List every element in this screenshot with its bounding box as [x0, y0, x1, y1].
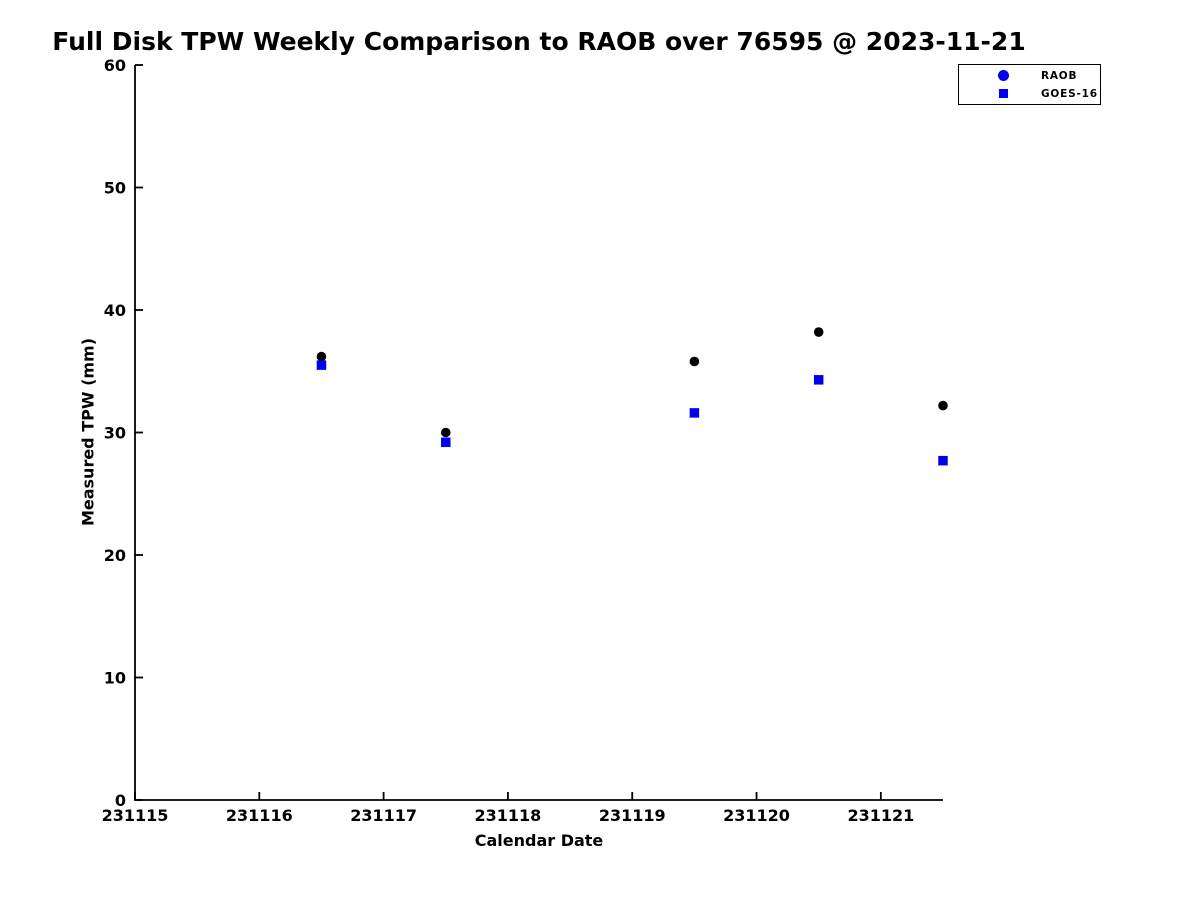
- chart-title: Full Disk TPW Weekly Comparison to RAOB …: [52, 27, 1026, 56]
- data-point-goes-16: [441, 437, 451, 448]
- y-tick-label: 50: [104, 179, 126, 198]
- y-tick-label: 20: [104, 546, 126, 565]
- x-tick-label: 231117: [350, 806, 417, 825]
- x-tick-label: 231119: [599, 806, 666, 825]
- data-point-raob: [689, 356, 700, 367]
- data-point-raob: [813, 327, 824, 337]
- y-tick-label: 30: [104, 424, 126, 443]
- data-point-goes-16: [689, 408, 700, 418]
- legend: RAOB GOES-16: [958, 64, 1101, 105]
- legend-marker-shape: [998, 89, 1008, 98]
- data-point-raob: [440, 427, 451, 438]
- data-point-raob: [316, 351, 327, 362]
- legend-item-raob: RAOB: [959, 68, 1100, 83]
- y-tick-label: 40: [104, 301, 126, 320]
- data-point-raob: [938, 400, 948, 411]
- y-tick-label: 60: [104, 56, 126, 75]
- y-tick-label: 0: [115, 791, 126, 810]
- legend-label: RAOB: [1041, 69, 1078, 82]
- legend-marker-shape: [997, 70, 1009, 81]
- x-tick-label: 231121: [847, 806, 914, 825]
- legend-item-goes-16: GOES-16: [959, 86, 1100, 101]
- data-point-goes-16: [938, 455, 948, 466]
- legend-circle-marker-icon: [997, 70, 1009, 81]
- x-tick-label: 231115: [102, 806, 169, 825]
- legend-square-marker-icon: [997, 89, 1009, 98]
- x-axis-label: Calendar Date: [474, 831, 604, 850]
- y-tick-label: 10: [104, 669, 126, 688]
- x-tick-label: 231120: [723, 806, 790, 825]
- legend-label: GOES-16: [1041, 87, 1098, 100]
- data-point-goes-16: [813, 375, 824, 385]
- x-tick-label: 231116: [226, 806, 293, 825]
- data-point-goes-16: [316, 360, 327, 370]
- x-tick-label: 231118: [475, 806, 542, 825]
